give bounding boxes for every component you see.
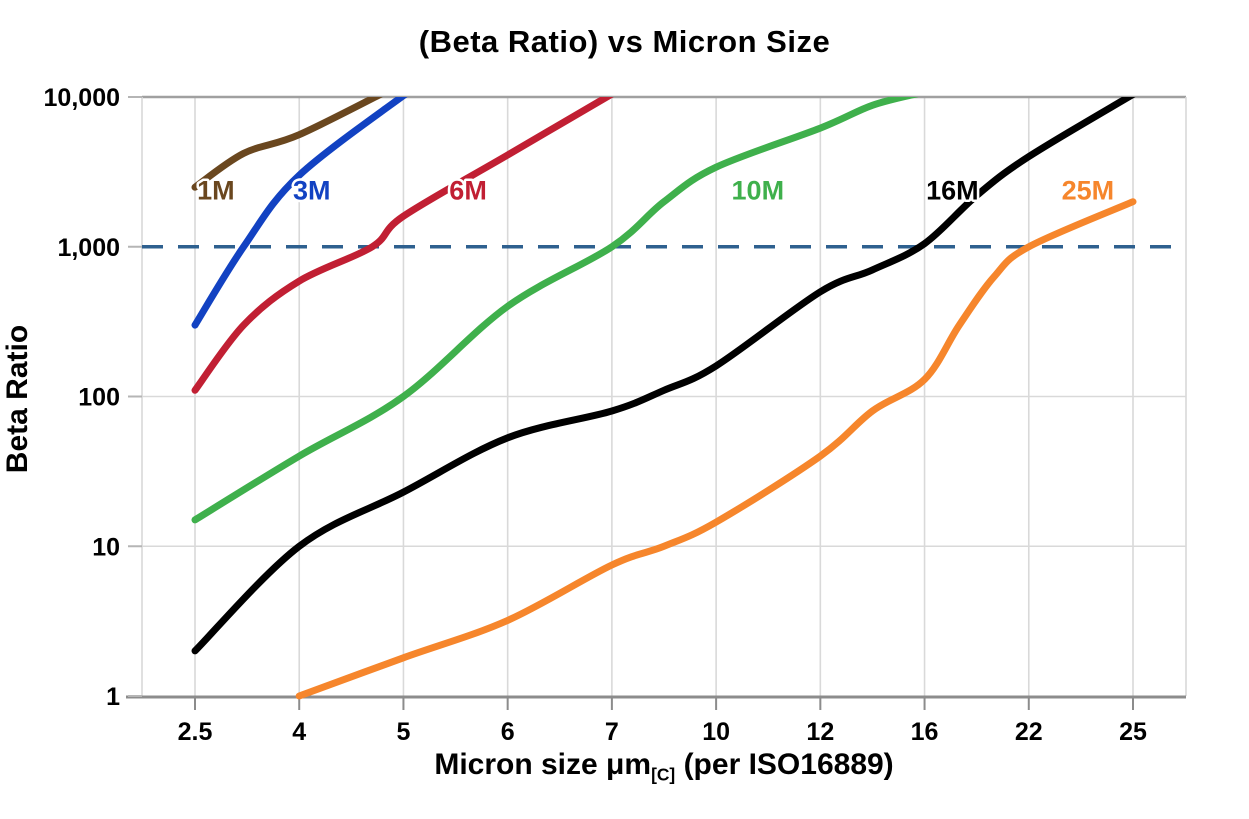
series-1M-label: 1M	[197, 176, 235, 206]
x-axis-title: Micron size μm[C] (per ISO16889)	[142, 748, 1186, 786]
x-tick-label: 2.5	[178, 718, 213, 746]
x-tick-label: 22	[1015, 718, 1043, 746]
series-3M-label: 3M	[293, 176, 331, 206]
series-25M-label: 25M	[1062, 176, 1115, 206]
series-25M-curve	[295, 198, 1137, 700]
series-6M-label: 6M	[449, 176, 487, 206]
x-axis-title-subscript: [C]	[651, 764, 676, 785]
x-tick-label: 7	[605, 718, 619, 746]
series-1M-curve	[191, 97, 383, 191]
x-tick-label: 16	[911, 718, 939, 746]
y-tick-label: 10,000	[44, 84, 120, 112]
x-tick-label: 6	[501, 718, 515, 746]
x-tick-label: 5	[396, 718, 410, 746]
series-3M-curve	[191, 97, 408, 329]
x-tick-label: 25	[1119, 718, 1147, 746]
series-16M-curve	[191, 97, 1136, 655]
series-10M-label: 10M	[732, 176, 785, 206]
series-16M-label: 16M	[926, 176, 979, 206]
chart-title: (Beta Ratio) vs Micron Size	[418, 24, 831, 59]
series-10M-curve	[191, 97, 919, 524]
y-tick-label: 1	[106, 683, 120, 711]
x-tick-label: 10	[702, 718, 730, 746]
y-tick-label: 1,000	[57, 234, 120, 262]
x-axis-title-text: Micron size μm	[434, 748, 652, 781]
y-tick-label: 10	[92, 533, 120, 561]
y-tick-label: 100	[78, 384, 120, 412]
x-axis-title-suffix: (per ISO16889)	[675, 748, 894, 781]
series-6M-curve	[191, 97, 614, 394]
x-tick-label: 12	[806, 718, 834, 746]
x-tick-label: 4	[292, 718, 306, 746]
